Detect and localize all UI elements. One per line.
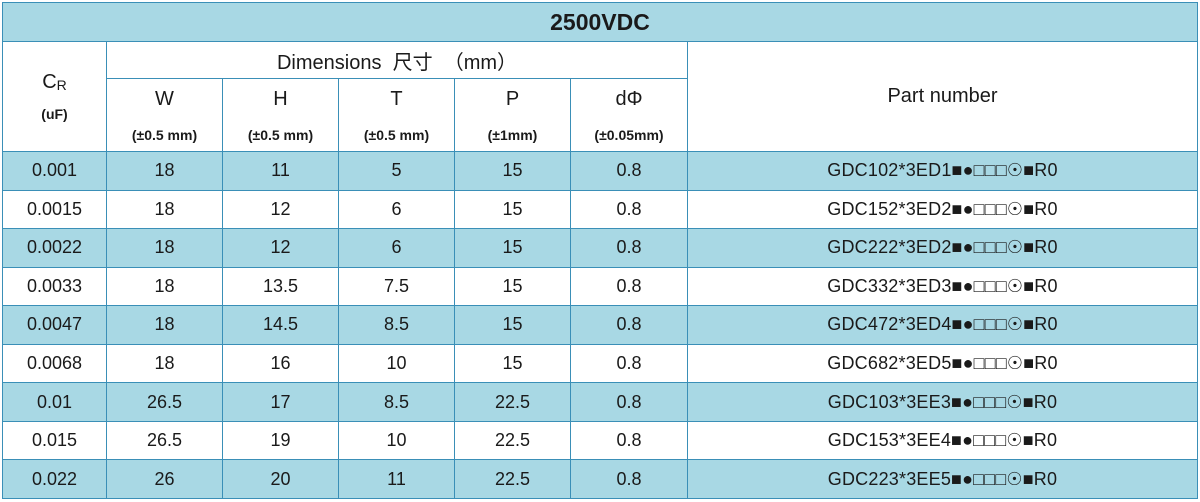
h-cell: 19 xyxy=(222,420,339,461)
table-row: 0.0033 18 13.5 7.5 15 0.8 GDC332*3ED3■●□… xyxy=(2,266,1198,307)
part-number-cell: GDC153*3EE4■●□□□☉■R0 xyxy=(687,420,1198,461)
cr-cell: 0.01 xyxy=(2,382,107,422)
h-cell: 16 xyxy=(222,343,339,384)
col-label: P xyxy=(505,87,520,110)
t-cell: 6 xyxy=(338,228,455,268)
col-tolerance: (±0.5 mm) xyxy=(131,126,198,143)
part-number-cell: GDC472*3ED4■●□□□☉■R0 xyxy=(687,305,1198,345)
h-cell: 20 xyxy=(222,459,339,499)
part-number-header: Part number xyxy=(687,41,1198,152)
col-d-header: dΦ (±0.05mm) xyxy=(570,78,688,152)
t-cell: 11 xyxy=(338,459,455,499)
t-cell: 10 xyxy=(338,343,455,384)
p-cell: 22.5 xyxy=(454,420,571,461)
p-cell: 22.5 xyxy=(454,459,571,499)
h-cell: 17 xyxy=(222,382,339,422)
p-cell: 22.5 xyxy=(454,382,571,422)
p-cell: 15 xyxy=(454,343,571,384)
part-number-cell: GDC332*3ED3■●□□□☉■R0 xyxy=(687,266,1198,307)
d-cell: 0.8 xyxy=(570,382,688,422)
h-cell: 14.5 xyxy=(222,305,339,345)
w-cell: 18 xyxy=(106,305,223,345)
cr-cell: 0.0033 xyxy=(2,266,107,307)
cr-symbol: C xyxy=(42,71,57,93)
w-cell: 18 xyxy=(106,228,223,268)
table-row: 0.0015 18 12 6 15 0.8 GDC152*3ED2■●□□□☉■… xyxy=(2,189,1198,230)
col-tolerance: (±0.5 mm) xyxy=(363,126,430,143)
w-cell: 18 xyxy=(106,151,223,191)
t-cell: 8.5 xyxy=(338,382,455,422)
w-cell: 18 xyxy=(106,343,223,384)
table-title: 2500VDC xyxy=(2,2,1198,42)
d-cell: 0.8 xyxy=(570,151,688,191)
t-cell: 7.5 xyxy=(338,266,455,307)
cr-cell: 0.0015 xyxy=(2,189,107,230)
dimensions-header: Dimensions 尺寸 （mm） xyxy=(106,41,688,79)
col-tolerance: (±1mm) xyxy=(487,126,538,143)
part-number-cell: GDC223*3EE5■●□□□☉■R0 xyxy=(687,459,1198,499)
h-cell: 12 xyxy=(222,228,339,268)
t-cell: 6 xyxy=(338,189,455,230)
d-cell: 0.8 xyxy=(570,459,688,499)
part-number-cell: GDC682*3ED5■●□□□☉■R0 xyxy=(687,343,1198,384)
d-cell: 0.8 xyxy=(570,189,688,230)
p-cell: 15 xyxy=(454,189,571,230)
t-cell: 5 xyxy=(338,151,455,191)
part-number-cell: GDC103*3EE3■●□□□☉■R0 xyxy=(687,382,1198,422)
col-w-header: W (±0.5 mm) xyxy=(106,78,223,152)
table-row: 0.0047 18 14.5 8.5 15 0.8 GDC472*3ED4■●□… xyxy=(2,305,1198,345)
part-number-cell: GDC102*3ED1■●□□□☉■R0 xyxy=(687,151,1198,191)
cr-cell: 0.0022 xyxy=(2,228,107,268)
p-cell: 15 xyxy=(454,151,571,191)
part-number-cell: GDC222*3ED2■●□□□☉■R0 xyxy=(687,228,1198,268)
p-cell: 15 xyxy=(454,228,571,268)
col-tolerance: (±0.05mm) xyxy=(594,126,664,143)
cr-cell: 0.0068 xyxy=(2,343,107,384)
t-cell: 10 xyxy=(338,420,455,461)
p-cell: 15 xyxy=(454,305,571,345)
col-h-header: H (±0.5 mm) xyxy=(222,78,339,152)
w-cell: 26.5 xyxy=(106,420,223,461)
table-row: 0.0022 18 12 6 15 0.8 GDC222*3ED2■●□□□☉■… xyxy=(2,228,1198,268)
h-cell: 12 xyxy=(222,189,339,230)
part-number-cell: GDC152*3ED2■●□□□☉■R0 xyxy=(687,189,1198,230)
d-cell: 0.8 xyxy=(570,420,688,461)
cr-cell: 0.0047 xyxy=(2,305,107,345)
d-cell: 0.8 xyxy=(570,343,688,384)
table-row: 0.015 26.5 19 10 22.5 0.8 GDC153*3EE4■●□… xyxy=(2,420,1198,461)
cr-cell: 0.001 xyxy=(2,151,107,191)
table-row: 0.001 18 11 5 15 0.8 GDC102*3ED1■●□□□☉■R… xyxy=(2,151,1198,191)
w-cell: 18 xyxy=(106,266,223,307)
p-cell: 15 xyxy=(454,266,571,307)
table-row: 0.022 26 20 11 22.5 0.8 GDC223*3EE5■●□□□… xyxy=(2,459,1198,499)
col-label: dΦ xyxy=(615,87,643,110)
table-row: 0.01 26.5 17 8.5 22.5 0.8 GDC103*3EE3■●□… xyxy=(2,382,1198,422)
w-cell: 26 xyxy=(106,459,223,499)
h-cell: 11 xyxy=(222,151,339,191)
w-cell: 26.5 xyxy=(106,382,223,422)
col-p-header: P (±1mm) xyxy=(454,78,571,152)
col-label: H xyxy=(273,87,288,110)
cr-cell: 0.015 xyxy=(2,420,107,461)
t-cell: 8.5 xyxy=(338,305,455,345)
col-t-header: T (±0.5 mm) xyxy=(338,78,455,152)
d-cell: 0.8 xyxy=(570,305,688,345)
cr-header: CR (uF) xyxy=(2,41,107,152)
table-row: 0.0068 18 16 10 15 0.8 GDC682*3ED5■●□□□☉… xyxy=(2,343,1198,384)
cr-unit: (uF) xyxy=(41,106,68,122)
cr-cell: 0.022 xyxy=(2,459,107,499)
col-label: W xyxy=(155,87,174,110)
col-tolerance: (±0.5 mm) xyxy=(247,126,314,143)
w-cell: 18 xyxy=(106,189,223,230)
col-label: T xyxy=(390,87,403,110)
h-cell: 13.5 xyxy=(222,266,339,307)
cr-subscript: R xyxy=(56,77,67,93)
d-cell: 0.8 xyxy=(570,266,688,307)
d-cell: 0.8 xyxy=(570,228,688,268)
